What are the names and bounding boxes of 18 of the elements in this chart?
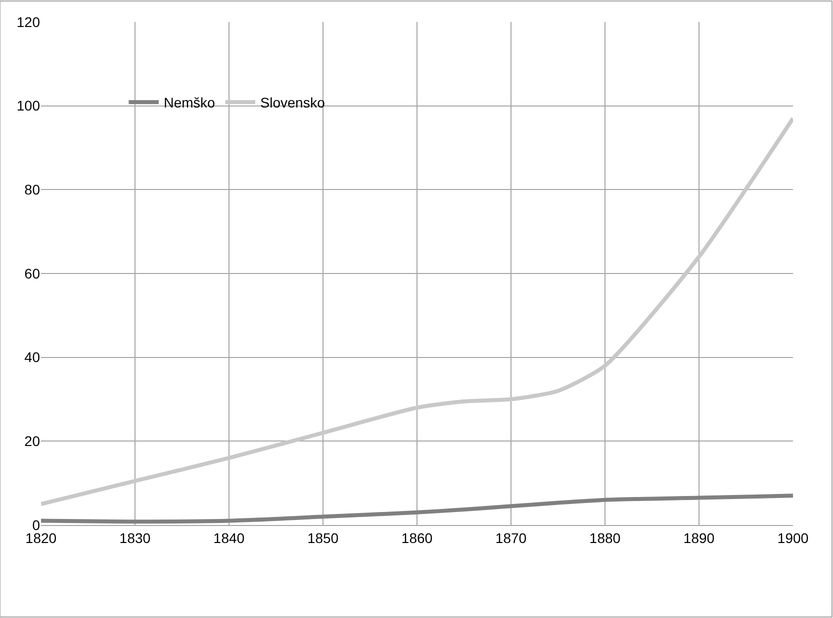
x-tick-label: 1890 [683, 530, 715, 546]
x-tick-label: 1830 [119, 530, 151, 546]
legend-label: Nemško [164, 94, 216, 111]
y-tick-label: 100 [16, 98, 40, 114]
y-tick-label: 60 [24, 265, 40, 282]
line-series [41, 116, 793, 506]
x-tick-label: 1900 [777, 530, 809, 546]
y-tick-label: 20 [24, 433, 40, 450]
x-tick-label: 1860 [401, 530, 433, 546]
y-tick-label: 120 [16, 14, 40, 30]
x-tick-label: 1840 [213, 530, 245, 546]
legend-label: Slovensko [260, 94, 326, 111]
line-series [41, 494, 793, 524]
y-tick-label: 80 [24, 182, 40, 198]
x-tick-label: 1850 [307, 530, 339, 546]
x-tick-label: 1880 [589, 530, 621, 546]
x-tick-label: 1870 [495, 530, 527, 546]
y-tick-label: 40 [24, 349, 40, 366]
